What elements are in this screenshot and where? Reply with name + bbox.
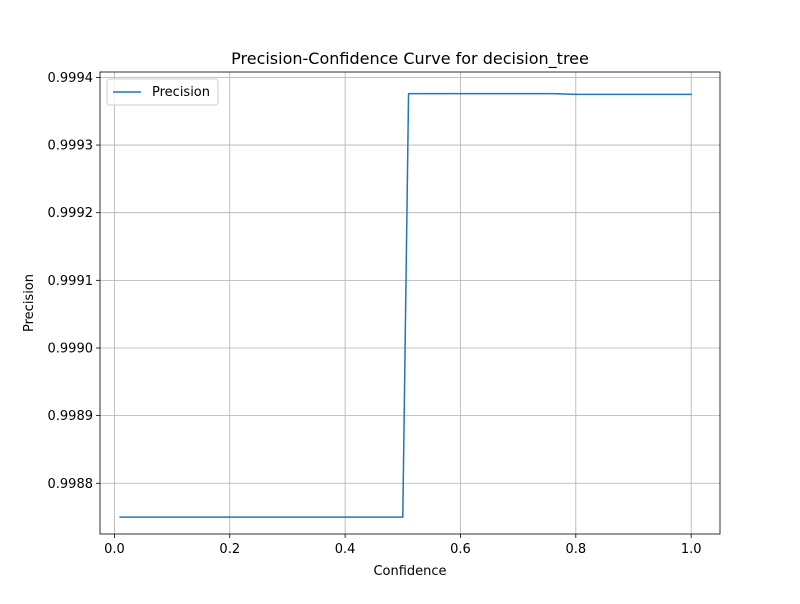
legend-label-precision: Precision [152, 85, 210, 100]
y-tick-label: 0.9989 [48, 409, 94, 424]
tick-layer: 0.0 0.2 0.4 0.6 0.8 1.0 0.9988 0.9989 0.9990 0.99… [48, 71, 702, 557]
legend-box [106, 78, 219, 106]
y-tick-label: 0.9994 [48, 71, 94, 86]
x-tick-label: 0.2 [219, 542, 240, 557]
y-tick-label: 0.9988 [48, 477, 94, 492]
x-axis-label: Confidence [373, 564, 446, 579]
x-tick-label: 1.0 [681, 542, 702, 557]
series-layer [119, 92, 692, 518]
axes-frame [99, 71, 721, 535]
y-axis-label: Precision [22, 274, 37, 332]
grid-layer [100, 72, 720, 534]
x-tick-label: 0.8 [565, 542, 586, 557]
y-tick-label: 0.9992 [48, 206, 94, 221]
series-line-precision [119, 92, 692, 518]
x-tick-label: 0.6 [450, 542, 471, 557]
legend: Precision [106, 78, 219, 106]
plot-background [100, 72, 720, 534]
y-tick-label: 0.9993 [48, 139, 94, 154]
x-tick-label: 0.0 [104, 542, 125, 557]
y-tick-label: 0.9991 [48, 274, 94, 289]
y-tick-label: 0.9990 [48, 341, 94, 356]
chart-title: Precision-Confidence Curve for decision_… [231, 49, 589, 69]
x-tick-label: 0.4 [335, 542, 356, 557]
